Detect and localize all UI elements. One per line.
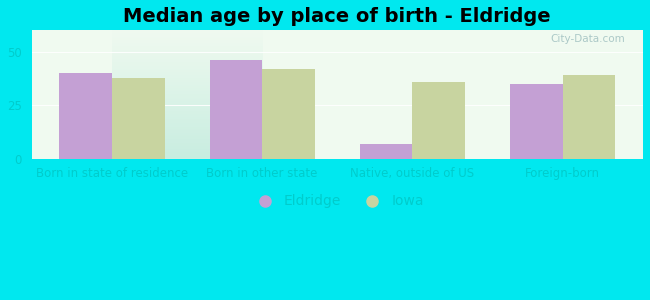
Bar [563, 75, 616, 159]
Bar [209, 60, 262, 159]
Bar [510, 84, 563, 159]
Bar [360, 144, 412, 159]
Bar [262, 69, 315, 159]
Bar [59, 73, 112, 159]
Text: City-Data.com: City-Data.com [550, 34, 625, 44]
Legend: Eldridge, Iowa: Eldridge, Iowa [245, 189, 430, 214]
Bar [112, 77, 164, 159]
Bar [412, 82, 465, 159]
Title: Median age by place of birth - Eldridge: Median age by place of birth - Eldridge [124, 7, 551, 26]
